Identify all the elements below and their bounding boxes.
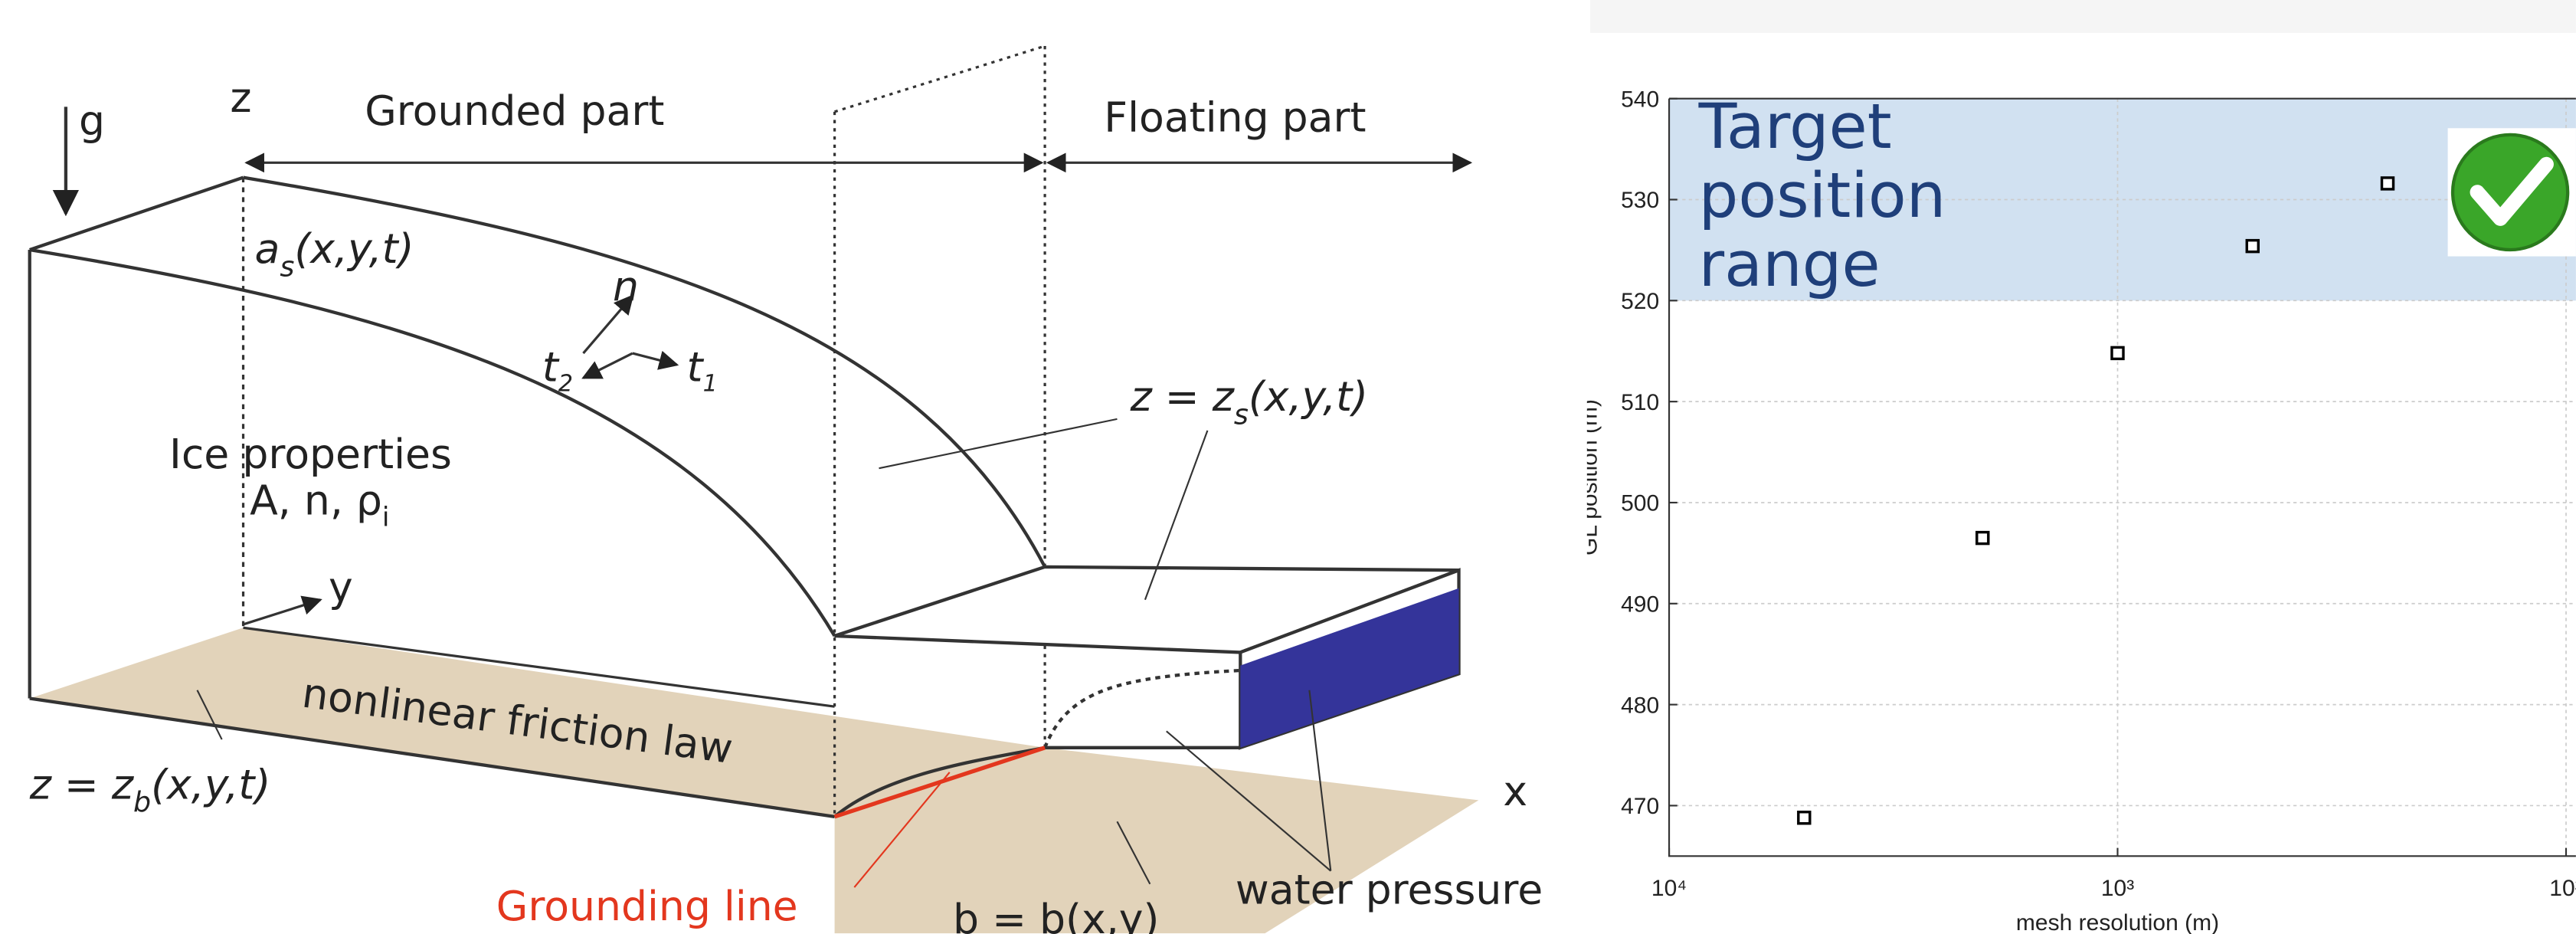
main: a (255, 224, 280, 273)
x-tick-label: 10³ (2101, 876, 2134, 901)
label: b = b(x,y) (953, 895, 1159, 934)
rest: (x,y,t) (151, 760, 270, 808)
y-tick-label: 510 (1621, 390, 1659, 415)
y-tick-label: 500 (1621, 491, 1659, 516)
target-label: range (1699, 228, 1880, 301)
sub: s (1234, 398, 1249, 431)
label: Floating part (1104, 93, 1366, 142)
sub: i (382, 502, 390, 533)
label: Ice properties (169, 430, 452, 478)
y-tick-label: 540 (1621, 87, 1659, 112)
y-tick-label: 470 (1621, 794, 1659, 819)
label: y (329, 563, 353, 611)
main: A, n, ρ (250, 476, 382, 524)
label: A, n, ρi (250, 476, 389, 533)
main: z = z (29, 760, 135, 808)
x-axis-label: mesh resolution (m) (2016, 910, 2219, 934)
sub: 1 (703, 370, 718, 397)
point (1977, 533, 1988, 544)
label: Grounded part (365, 87, 664, 135)
main: t (542, 343, 560, 392)
point (2247, 241, 2258, 252)
x-tick-label: 10² (2549, 876, 2576, 901)
slide: 470 480 490 500 510 520 530 540 10⁴ 10³ 10² mesh re… (0, 0, 2576, 934)
point (1799, 812, 1810, 824)
label: z (230, 74, 251, 122)
sub: 2 (558, 370, 573, 397)
y-tick-label: 480 (1621, 693, 1659, 718)
y-tick-label: 520 (1621, 289, 1659, 314)
x-tick-label: 10⁴ (1651, 876, 1687, 901)
label: water pressure (1236, 866, 1543, 914)
top-bar (1590, 0, 2576, 33)
sub: b (133, 785, 151, 818)
main: z = z (1130, 372, 1236, 421)
point (2112, 347, 2123, 359)
main: t (687, 343, 705, 392)
page: 470 480 490 500 510 520 530 540 10⁴ 10³ 10² mesh re… (0, 0, 2576, 934)
sub: s (280, 250, 294, 283)
check-icon (2448, 128, 2576, 256)
rest: (x,y,t) (294, 224, 414, 273)
label: n (613, 262, 639, 310)
rest: (x,y,t) (1249, 372, 1368, 421)
point (2382, 178, 2394, 189)
y-tick-label: 490 (1621, 592, 1659, 618)
target-label: Target (1698, 90, 1892, 163)
y-tick-label: 530 (1621, 188, 1659, 213)
label: Grounding line (496, 882, 798, 930)
target-label: position (1699, 159, 1946, 232)
label: x (1503, 767, 1527, 815)
label: g (79, 97, 105, 145)
